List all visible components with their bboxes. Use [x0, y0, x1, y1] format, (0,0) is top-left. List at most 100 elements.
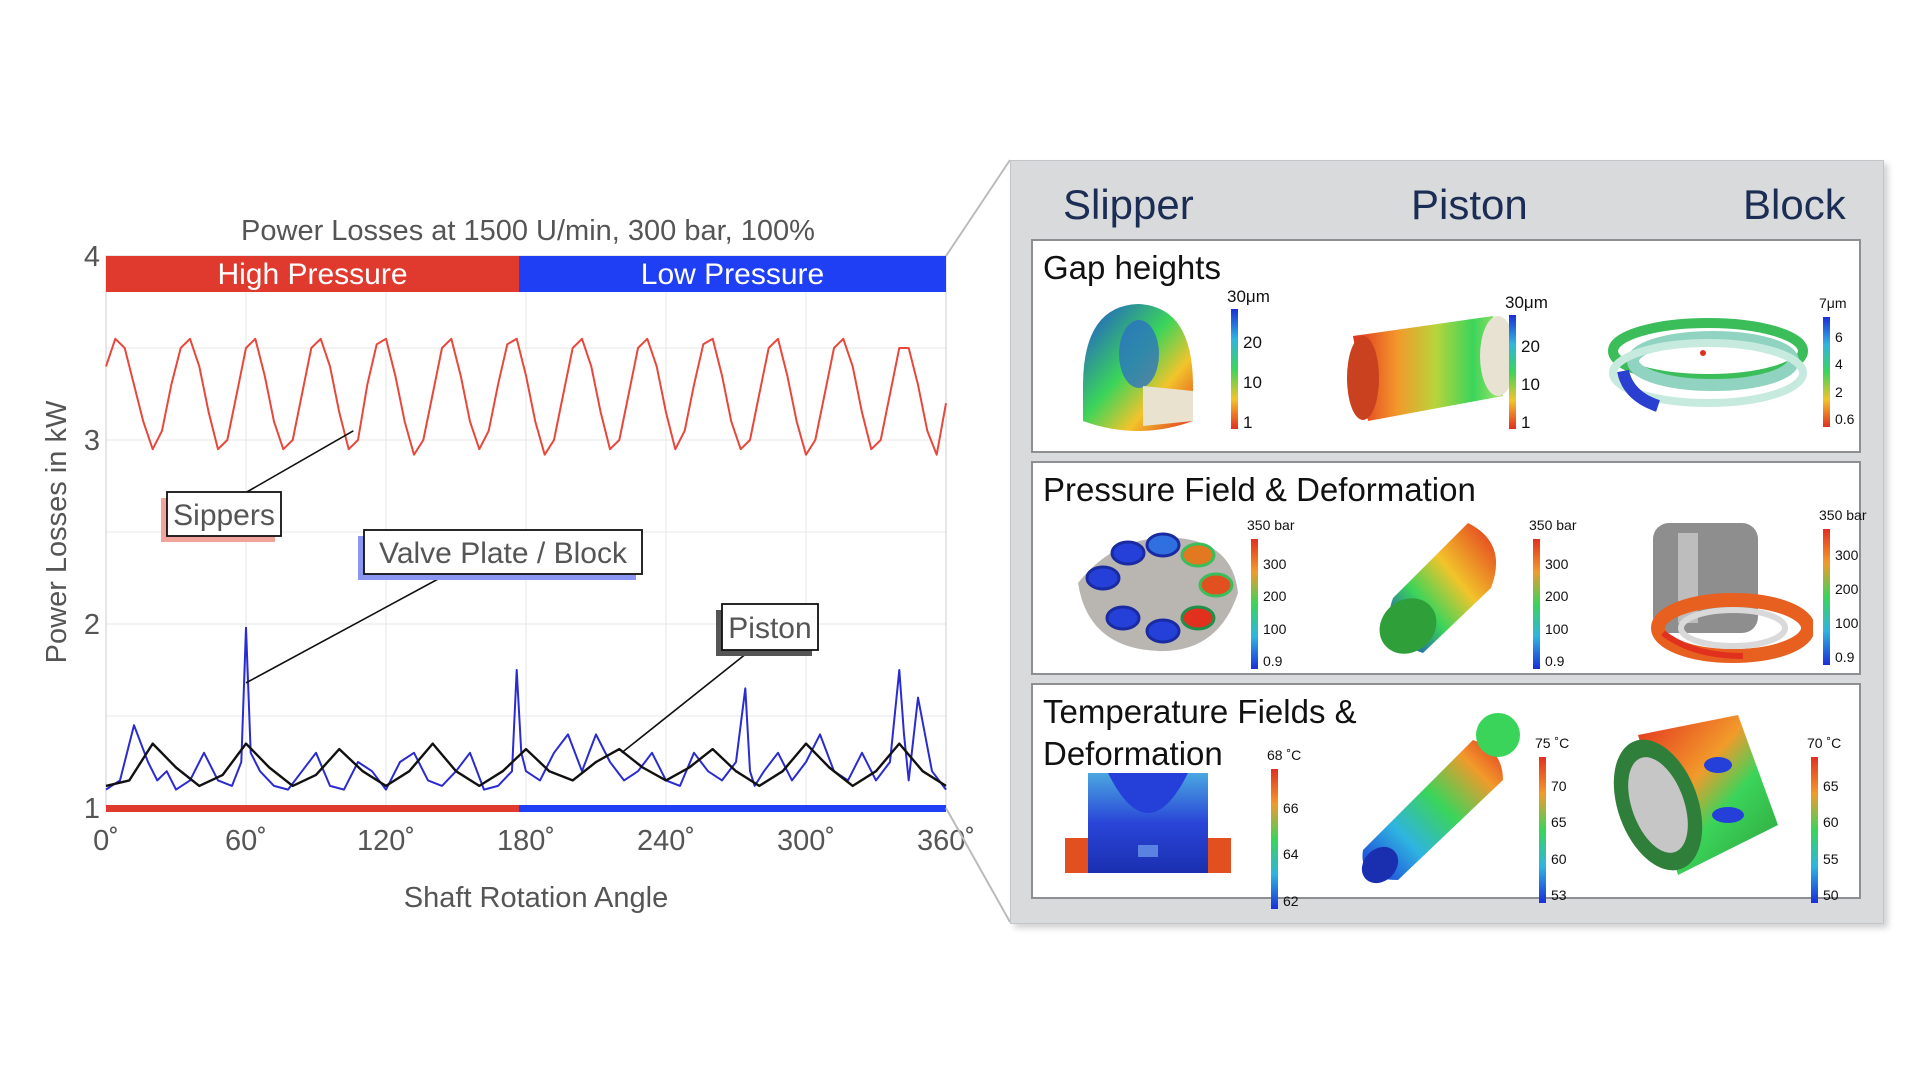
- x-tick-label: 180˚: [497, 825, 555, 857]
- slipper-pressure-render: [1078, 532, 1238, 652]
- phase-bar-label: Low Pressure: [641, 258, 824, 291]
- column-header-slipper: Slipper: [1063, 181, 1194, 228]
- color-scale-label: 350 bar: [1247, 517, 1295, 533]
- phase-bar-top: [106, 256, 519, 292]
- color-scale-label: 200: [1545, 588, 1569, 604]
- color-scale-label: 62: [1283, 893, 1299, 909]
- x-axis-label: Shaft Rotation Angle: [404, 882, 668, 914]
- power-losses-chart: Power Losses at 1500 U/min, 300 bar, 100…: [41, 159, 1010, 923]
- color-scale-label: 350 bar: [1819, 507, 1867, 523]
- x-tick-label: 360˚: [917, 825, 975, 857]
- color-scale-label: 60: [1823, 814, 1839, 830]
- x-tick-label: 240˚: [637, 825, 695, 857]
- color-scale-label: 200: [1263, 588, 1287, 604]
- block-temperature-render: [1613, 715, 1778, 875]
- phase-bars: High Pressure Low Pressure: [106, 256, 946, 812]
- color-scale-bar: [1811, 757, 1818, 903]
- color-scale-label: 100: [1835, 615, 1859, 631]
- color-scale-label: 300: [1545, 555, 1569, 572]
- color-scale-label: 0.9: [1545, 653, 1565, 669]
- series-lines: [105, 337, 947, 791]
- row-title-pressure: Pressure Field & Deformation: [1043, 471, 1476, 508]
- color-scale-bar: [1823, 317, 1830, 427]
- color-scale-label: 30μm: [1227, 287, 1270, 306]
- color-scale-label: 1: [1521, 413, 1531, 432]
- color-scale-bar: [1231, 309, 1238, 429]
- color-scale-bar: [1539, 757, 1546, 903]
- color-scale-label: 53: [1551, 887, 1567, 903]
- color-scale-label: 66: [1283, 799, 1299, 816]
- color-scale-label: 20: [1521, 337, 1540, 356]
- annotation-label: Piston: [728, 612, 811, 645]
- simulation-results-panel: Slipper Piston Block Gap heights Pressur…: [1010, 160, 1884, 924]
- piston-gap-render: [1347, 316, 1516, 421]
- row-temperature-field: Temperature Fields & Deformation: [1031, 683, 1861, 899]
- color-scale-label: 300: [1263, 555, 1287, 572]
- annotation-label: Sippers: [173, 499, 275, 532]
- phase-bar-label: High Pressure: [217, 258, 407, 291]
- color-scale-label: 100: [1263, 620, 1287, 637]
- y-tick-label: 2: [84, 609, 100, 641]
- color-scale-label: 68 ˚C: [1267, 747, 1302, 763]
- color-scale-label: 30μm: [1505, 293, 1548, 312]
- piston-temperature-render: [1361, 713, 1520, 884]
- annotation-leader: [246, 430, 354, 493]
- color-scale-label: 70: [1551, 777, 1567, 794]
- annotation-leader: [245, 573, 448, 684]
- slipper-temperature-render: [1065, 773, 1231, 873]
- color-scale-label: 55: [1823, 850, 1839, 867]
- row-title-temperature: Temperature Fields & Deformation: [1043, 693, 1357, 772]
- annotation-leader: [621, 649, 752, 754]
- y-tick-label: 4: [84, 241, 100, 273]
- phase-bar-top: [519, 256, 946, 292]
- color-scale-label: 100: [1545, 620, 1569, 637]
- column-header-piston: Piston: [1411, 181, 1528, 228]
- series-line: [105, 626, 947, 791]
- color-scale-label: 50: [1823, 887, 1839, 903]
- annotation-label: Valve Plate / Block: [379, 537, 628, 570]
- piston-pressure-render: [1379, 523, 1497, 654]
- color-scale-bar: [1271, 769, 1278, 909]
- phase-bar-bottom: [519, 805, 946, 812]
- x-tick-label: 0˚: [93, 825, 119, 857]
- annotations: Sippers Valve Plate / Block Piston: [161, 430, 819, 754]
- color-scale-label: 60: [1551, 850, 1567, 867]
- color-scale-label: 70 ˚C: [1807, 735, 1842, 751]
- color-scale-label: 200: [1835, 581, 1859, 597]
- color-scale-label: 0.6: [1835, 411, 1855, 427]
- row-pressure-field: Pressure Field & Deformation: [1031, 461, 1861, 675]
- color-scale-label: 65: [1551, 814, 1567, 830]
- row-gap-heights: Gap heights: [1031, 239, 1861, 453]
- color-scale-label: 2: [1835, 383, 1843, 400]
- zoom-guide-bottom: [945, 807, 1010, 923]
- series-line: [105, 337, 947, 456]
- column-header-block: Block: [1743, 181, 1846, 228]
- color-scale-label: 6: [1835, 328, 1843, 345]
- color-scale-label: 64: [1283, 846, 1299, 863]
- color-scale-label: 65: [1823, 777, 1839, 794]
- annotation-box: [721, 603, 819, 651]
- slipper-gap-render: [1083, 304, 1193, 431]
- x-tick-label: 120˚: [357, 825, 415, 857]
- color-scale-label: 10: [1243, 373, 1262, 392]
- color-scale-label: 4: [1835, 356, 1843, 372]
- y-tick-label: 3: [84, 425, 100, 457]
- color-scale-label: 300: [1835, 547, 1859, 563]
- block-pressure-render: [1651, 523, 1813, 663]
- chart-title: Power Losses at 1500 U/min, 300 bar, 100…: [241, 215, 815, 247]
- y-tick-label: 1: [84, 793, 100, 825]
- color-scale-label: 1: [1243, 413, 1253, 432]
- color-scale-label: 0.9: [1263, 653, 1283, 669]
- color-scale-label: 75 ˚C: [1535, 735, 1570, 751]
- tick-labels: 0˚ 60˚ 120˚ 180˚ 240˚ 300˚ 360˚ 1 2 3 4: [84, 241, 975, 857]
- color-scale-bar: [1251, 539, 1258, 669]
- color-scale-label: 0.9: [1835, 649, 1855, 665]
- x-tick-label: 60˚: [225, 825, 267, 857]
- color-scale-bar: [1533, 539, 1540, 669]
- color-scale-bar: [1823, 529, 1830, 665]
- series-line: [105, 742, 947, 788]
- color-scale-label: 7μm: [1819, 295, 1847, 311]
- block-gap-render: [1608, 318, 1808, 412]
- color-scale-label: 350 bar: [1529, 517, 1577, 533]
- row-title-gap-heights: Gap heights: [1043, 249, 1221, 286]
